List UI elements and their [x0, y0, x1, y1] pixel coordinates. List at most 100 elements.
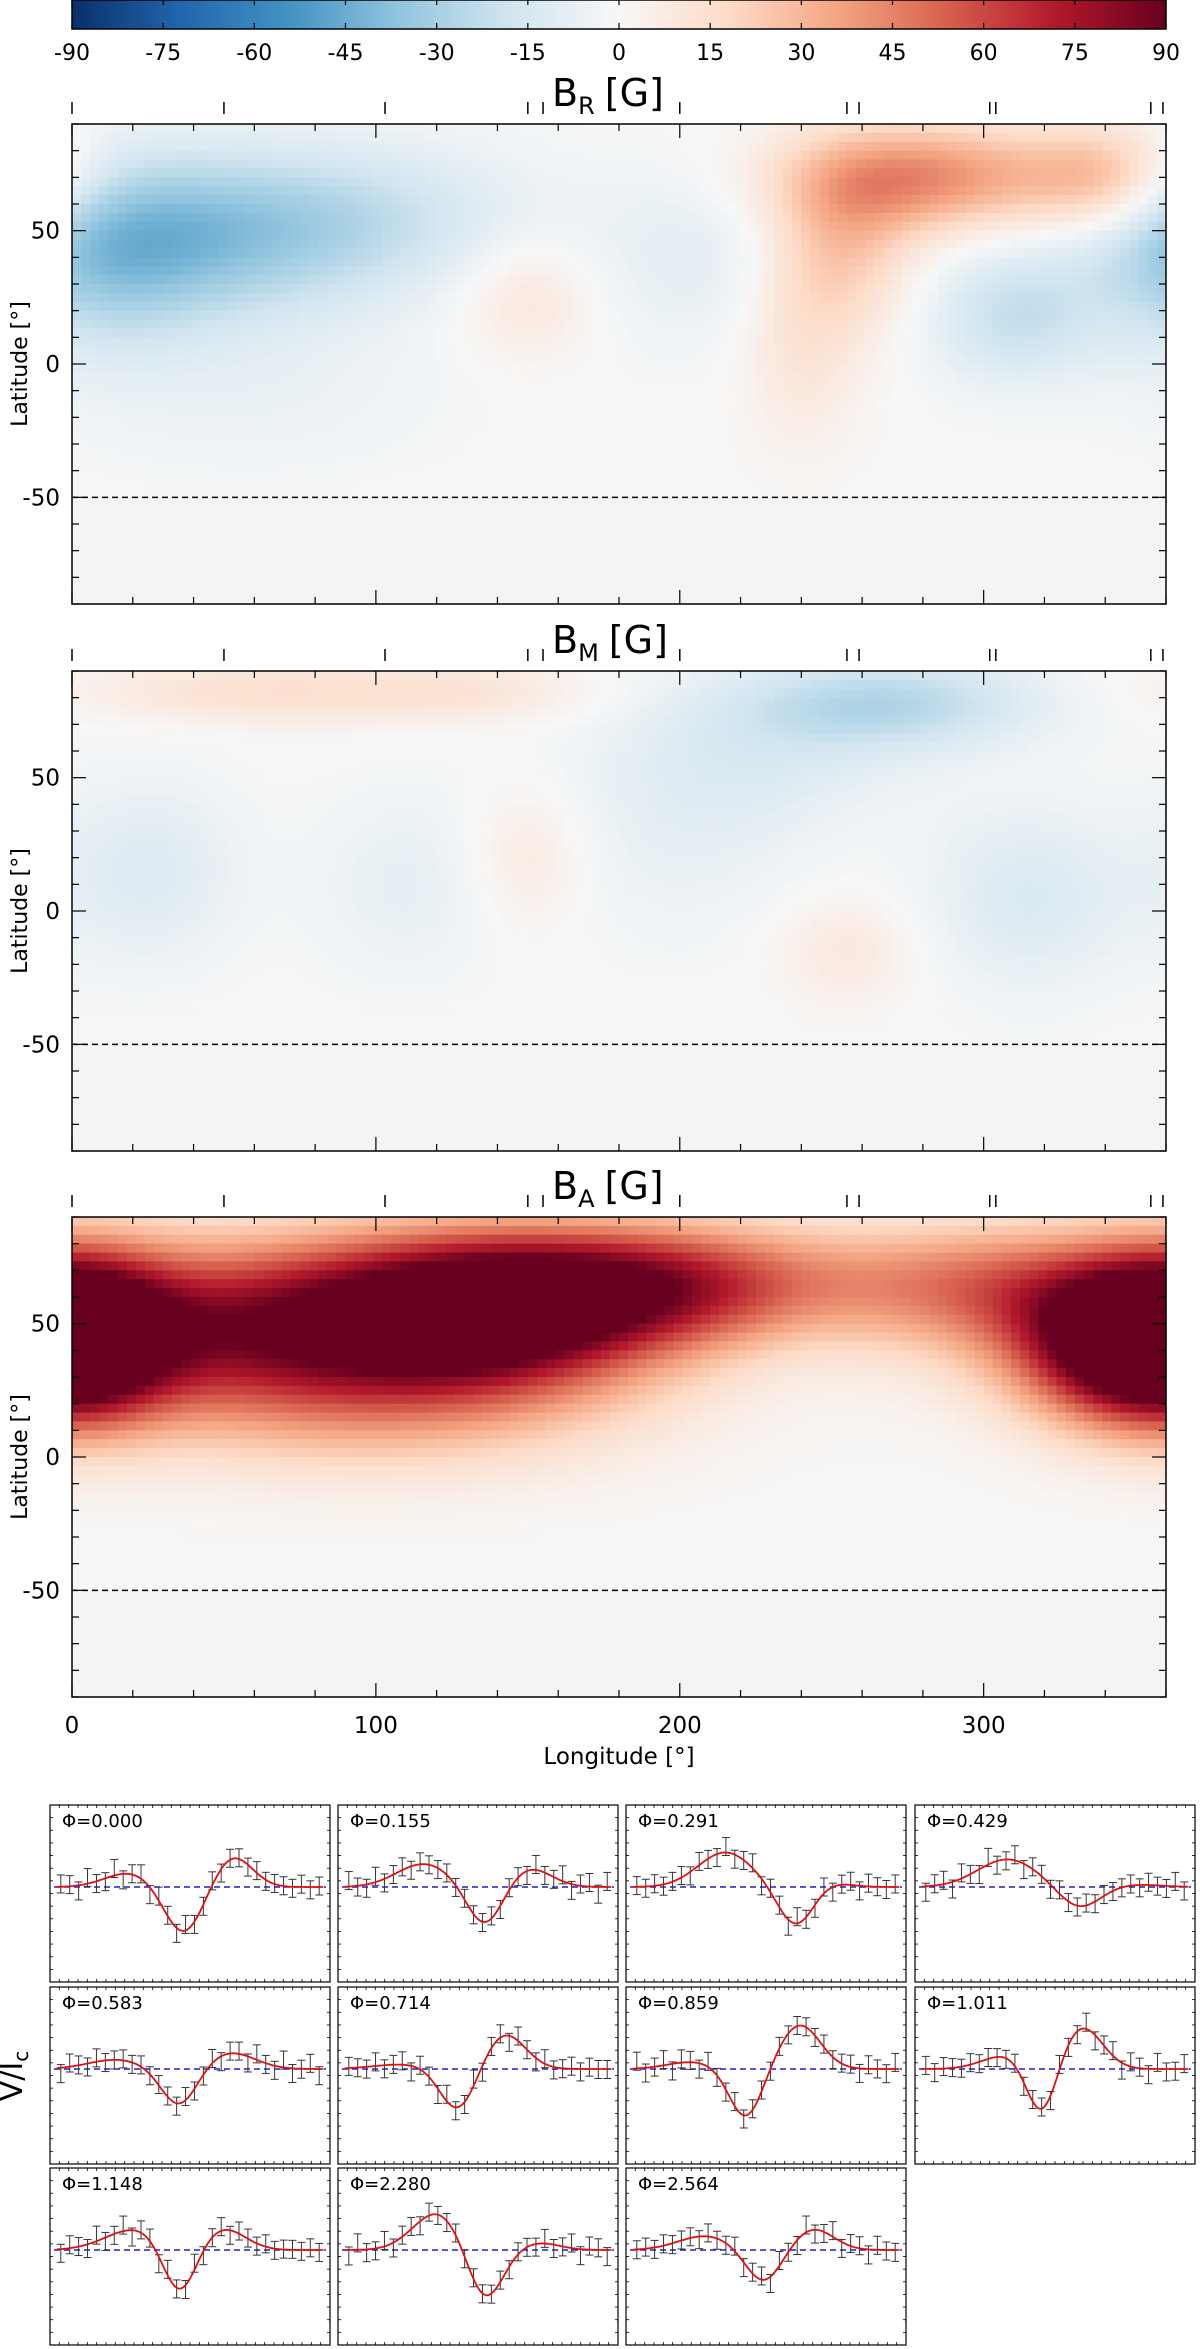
observed-point [531, 2052, 540, 2072]
observed-point [1162, 2062, 1171, 2082]
profile-frame [337, 2167, 619, 2346]
observed-point [594, 2238, 603, 2258]
observed-point [1001, 2049, 1010, 2069]
observed-point [677, 1866, 686, 1886]
observed-point [243, 1857, 252, 1877]
phase-label: Φ=0.583 [62, 1993, 143, 2014]
observed-point [975, 2054, 984, 2074]
colorbar-tick-label: 0 [612, 41, 626, 66]
profile-panel: Φ=0.859 [625, 1986, 907, 2165]
y-axis-label: Latitude [°] [8, 848, 33, 974]
observed-point [442, 1863, 451, 1883]
observed-point [398, 2051, 407, 2071]
observed-point [226, 2041, 235, 2061]
phase-label: Φ=0.859 [638, 1993, 719, 2014]
observed-point [1135, 1878, 1144, 1898]
observed-point [632, 1876, 641, 1896]
observed-point [523, 1865, 532, 1885]
observed-point [549, 2060, 558, 2080]
observed-point [110, 2225, 119, 2245]
model-fit-curve [921, 2027, 1189, 2110]
observed-point [56, 2243, 65, 2263]
observed-point [891, 2242, 900, 2262]
observed-point [957, 2058, 966, 2078]
x-axis-label: Longitude [°] [543, 1744, 694, 1770]
observed-point [315, 1876, 324, 1896]
observed-point [1135, 2057, 1144, 2077]
observed-point [659, 1876, 668, 1896]
observed-point [819, 2034, 828, 2054]
observed-point [65, 1875, 74, 1895]
y-tick-label: -50 [22, 1032, 60, 1058]
profile-panel: Φ=0.429 [914, 1804, 1196, 1983]
observed-point [802, 1909, 811, 1929]
observed-point [549, 1869, 558, 1889]
observed-point [846, 2234, 855, 2254]
observed-point [217, 2217, 226, 2237]
colorbar-tick-label: 30 [787, 41, 815, 66]
colorbar-tick-label: 75 [1061, 41, 1089, 66]
model-fit-curve [344, 2213, 612, 2297]
observed-point [101, 2053, 110, 2073]
observed-point [416, 1852, 425, 1872]
y-tick-label: -50 [22, 485, 60, 511]
model-fit-curve [56, 2228, 324, 2290]
observed-point [632, 2051, 641, 2071]
observed-point [371, 2241, 380, 2261]
observed-point [407, 1860, 416, 1880]
colorbar-tick-label: 15 [696, 41, 724, 66]
observed-point [739, 2109, 748, 2129]
observed-point [846, 1871, 855, 1891]
observed-point [398, 1857, 407, 1877]
colorbar-tick-label: 45 [879, 41, 907, 66]
observed-point [362, 2243, 371, 2263]
profile-frame [49, 1986, 331, 2165]
observed-point [695, 1851, 704, 1871]
profile-panel: Φ=0.000 [49, 1804, 331, 1983]
map-panel-bm: 50 0 -50 Latitude [°] BM [G] [8, 618, 1167, 1152]
observed-point [748, 2262, 757, 2282]
observed-point [306, 1880, 315, 1900]
observed-point [712, 2230, 721, 2250]
field-map-ba [72, 1217, 1167, 1698]
profile-panel: Φ=1.148 [49, 2167, 331, 2346]
observed-point [1028, 2090, 1037, 2110]
phase-label: Φ=1.148 [62, 2174, 143, 2195]
model-fit-curve [56, 1857, 324, 1932]
observed-point [677, 2049, 686, 2069]
observed-point [65, 2235, 74, 2255]
observed-point [344, 2056, 353, 2076]
observed-point [921, 2055, 930, 2075]
observed-point [398, 2225, 407, 2245]
observed-point [1046, 1879, 1055, 1899]
observed-point [1037, 2097, 1046, 2117]
y-tick-label: 50 [31, 1312, 60, 1338]
observed-point [1064, 1893, 1073, 1913]
observed-point [585, 2057, 594, 2077]
observed-point [514, 2242, 523, 2262]
observed-point [993, 1855, 1002, 1875]
observed-point [83, 2239, 92, 2259]
observed-point [695, 2230, 704, 2250]
observed-point [252, 2236, 261, 2256]
observed-point [828, 2050, 837, 2070]
observed-point [775, 1895, 784, 1915]
profile-panel: Φ=0.714 [337, 1986, 619, 2165]
observed-point [984, 2047, 993, 2067]
profile-panel: Φ=1.011 [914, 1986, 1196, 2165]
observed-point [1171, 2061, 1180, 2081]
observed-point [92, 1874, 101, 1894]
observed-point [353, 1877, 362, 1897]
observed-point [353, 2233, 362, 2253]
colorbar-tick-label: -90 [54, 41, 90, 66]
colorbar-tick-label: -15 [510, 41, 546, 66]
observed-point [891, 1874, 900, 1894]
profile-frame [914, 1804, 1196, 1983]
observed-point [442, 2213, 451, 2233]
observed-point [549, 2238, 558, 2258]
observed-point [56, 1874, 65, 1894]
observed-point [145, 2066, 154, 2086]
profile-panel: Φ=2.280 [337, 2167, 619, 2346]
observed-point [567, 2056, 576, 2076]
observed-point [1091, 1894, 1100, 1914]
